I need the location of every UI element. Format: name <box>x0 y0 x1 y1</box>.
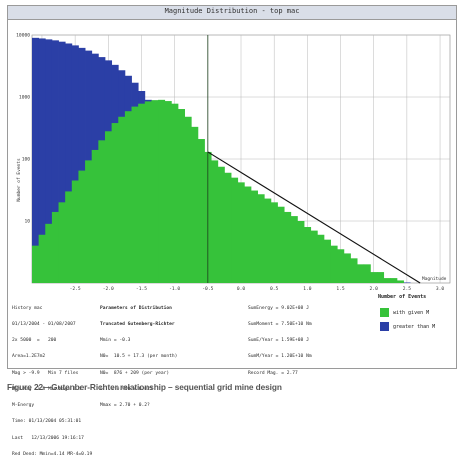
x-tick-label: -0.5 <box>202 286 213 292</box>
x-tick-label: 1.0 <box>303 286 312 292</box>
bar-with-given-m <box>124 111 132 283</box>
bar-with-given-m <box>277 206 285 283</box>
bar-with-given-m <box>383 278 391 283</box>
x-tick-label: -2.5 <box>70 286 81 292</box>
x-tick-label: 1.5 <box>336 286 345 292</box>
figure-caption: Figure 22—Gutenber-Richter relationship … <box>7 382 282 392</box>
bar-with-given-m <box>104 131 113 283</box>
x-tick-label: 2.5 <box>403 286 412 292</box>
bar-greater-than-m <box>71 45 79 283</box>
bar-with-given-m <box>290 216 298 283</box>
bar-greater-than-m <box>403 282 411 283</box>
bar-with-given-m <box>217 166 225 283</box>
bar-with-given-m <box>111 123 119 284</box>
info-block-parameters: Parameters of Distribution Truncated Gut… <box>100 305 178 409</box>
bar-with-given-m <box>85 160 93 283</box>
bar-with-given-m <box>184 116 192 283</box>
bar-with-given-m <box>337 249 345 283</box>
bar-with-given-m <box>71 180 79 283</box>
window-titlebar: Magnitude Distribution - top mac <box>8 6 456 20</box>
x-tick-label: -1.0 <box>169 286 180 292</box>
bar-with-given-m <box>370 272 378 283</box>
bar-with-given-m <box>304 227 312 283</box>
bar-with-given-m <box>357 264 365 283</box>
bar-with-given-m <box>151 100 159 283</box>
legend-swatch-green <box>380 308 389 317</box>
x-tick-label: 3.0 <box>436 286 445 292</box>
window-title: Magnitude Distribution - top mac <box>164 7 300 15</box>
bar-with-given-m <box>98 140 106 283</box>
x-tick-label: -2.0 <box>103 286 114 292</box>
y-tick-label: 1000 <box>19 95 30 101</box>
bar-with-given-m <box>38 234 46 283</box>
bar-with-given-m <box>270 202 278 283</box>
bar-with-given-m <box>377 272 385 283</box>
bar-greater-than-m <box>78 47 86 283</box>
bar-greater-than-m <box>65 43 73 283</box>
bar-with-given-m <box>350 258 358 283</box>
bar-greater-than-m <box>45 39 53 284</box>
bar-with-given-m <box>317 234 325 283</box>
bar-with-given-m <box>343 253 351 283</box>
bar-with-given-m <box>65 191 73 283</box>
x-tick-label: 0.0 <box>237 286 246 292</box>
bar-with-given-m <box>323 239 331 283</box>
bar-with-given-m <box>197 139 205 283</box>
bar-with-given-m <box>32 245 40 283</box>
bar-with-given-m <box>171 103 179 284</box>
bar-greater-than-m <box>32 37 40 284</box>
legend-label-with-given-m: with given M <box>393 310 430 316</box>
gutenberg-richter-fit-line <box>207 151 421 284</box>
legend-label-greater-than-m: greater than M <box>393 324 436 330</box>
bar-with-given-m <box>396 280 404 283</box>
bar-with-given-m <box>284 211 292 283</box>
bar-with-given-m <box>390 278 398 283</box>
legend-title: Number of Events <box>378 294 427 300</box>
bar-with-given-m <box>310 230 318 283</box>
bar-greater-than-m <box>58 41 66 284</box>
bar-with-given-m <box>138 103 146 284</box>
bar-with-given-m <box>45 223 53 283</box>
bar-with-given-m <box>91 149 99 283</box>
bar-with-given-m <box>58 202 66 283</box>
x-axis-label: Magnitude <box>422 276 447 282</box>
bar-with-given-m <box>131 106 139 284</box>
x-tick-label: 2.0 <box>370 286 379 292</box>
bar-greater-than-m <box>51 40 59 284</box>
bar-with-given-m <box>244 186 252 283</box>
bar-with-given-m <box>250 190 258 283</box>
bar-with-given-m <box>224 172 232 283</box>
y-tick-label: 10 <box>24 219 30 225</box>
bar-with-given-m <box>257 194 265 283</box>
y-tick-label: 100 <box>22 157 31 163</box>
y-axis-label: Number of Events <box>16 158 22 202</box>
bar-with-given-m <box>237 182 245 283</box>
bar-with-given-m <box>51 211 59 283</box>
bar-with-given-m <box>144 101 152 283</box>
bar-with-given-m <box>330 245 338 283</box>
bar-greater-than-m <box>38 38 46 283</box>
bar-with-given-m <box>191 126 199 283</box>
x-tick-label: 0.5 <box>270 286 279 292</box>
series-with-given-m <box>32 99 404 284</box>
bar-with-given-m <box>211 160 219 283</box>
bar-with-given-m <box>164 101 172 283</box>
info-block-energy: SumEnergy = 9.02E+08 J SumMoment = 7.50E… <box>248 305 312 376</box>
chart-window: Magnitude Distribution - top mac 10000 10… <box>7 5 457 457</box>
legend-swatch-blue <box>380 322 389 331</box>
x-tick-labels: -2.5 -2.0 -1.5 -1.0 -0.5 0.0 0.5 1.0 1.5 2.0 2.5 3.… <box>70 286 445 292</box>
bar-with-given-m <box>158 99 166 283</box>
bar-with-given-m <box>118 116 126 283</box>
magnitude-distribution-chart: 10000 1000 100 10 -2.5 -2.0 -1.5 -1.0 -0.5 0.0 0.… <box>16 33 451 292</box>
bar-with-given-m <box>363 264 371 283</box>
bar-with-given-m <box>297 221 305 283</box>
y-tick-label: 10000 <box>16 33 30 39</box>
fit-line <box>207 151 421 284</box>
bar-with-given-m <box>78 170 86 283</box>
bar-with-given-m <box>231 177 239 283</box>
x-tick-label: -1.5 <box>136 286 147 292</box>
bar-with-given-m <box>177 109 186 283</box>
y-tick-labels: 10000 1000 100 10 <box>16 33 30 225</box>
bar-with-given-m <box>264 198 272 283</box>
